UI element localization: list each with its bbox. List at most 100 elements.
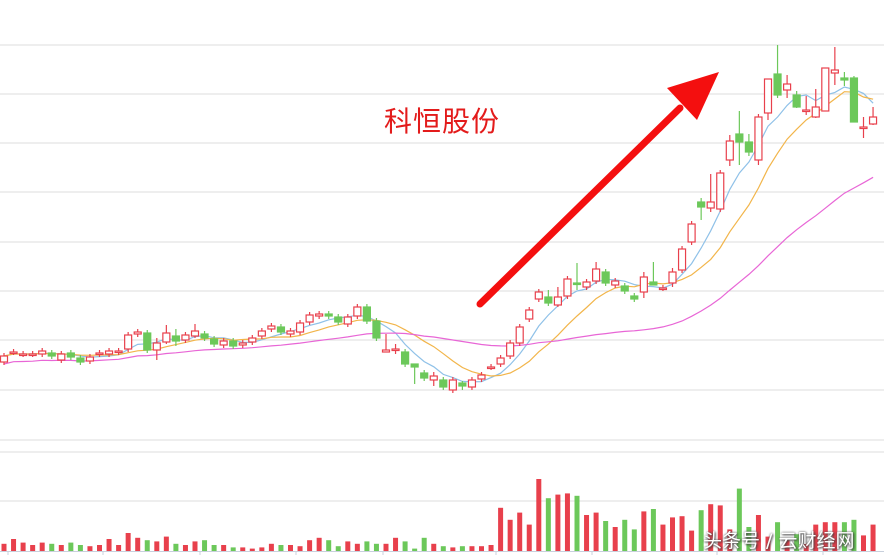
volume-bar	[97, 545, 102, 551]
volume-bar	[163, 536, 169, 551]
candle-down	[66, 352, 75, 358]
candle-down	[744, 141, 754, 153]
candle-up	[716, 172, 725, 210]
candle-up	[563, 278, 572, 297]
volume-bar	[746, 527, 752, 551]
volume-bar	[49, 543, 55, 551]
volume-bar	[612, 527, 618, 551]
candle-down	[210, 338, 219, 345]
candle-up	[763, 78, 773, 114]
candle-up	[219, 340, 228, 346]
volume-bar	[58, 545, 64, 551]
candle-down	[143, 332, 152, 351]
volume-bar	[125, 533, 131, 551]
candle-up	[687, 223, 696, 243]
candle-up	[706, 201, 715, 209]
candle-up	[448, 379, 457, 391]
volume-bar	[545, 498, 551, 551]
volume-bar	[393, 537, 399, 551]
volume-bar	[39, 542, 45, 551]
candle-up	[38, 350, 47, 355]
candle-up	[811, 106, 820, 118]
candle-up	[124, 334, 133, 350]
candle-down	[458, 382, 467, 387]
candle-down	[544, 296, 553, 304]
candle-up	[668, 271, 677, 284]
candle-up	[181, 334, 190, 341]
candle-up	[267, 325, 276, 330]
volume-bar	[736, 488, 742, 551]
candle-up	[353, 306, 362, 317]
candle-up	[611, 280, 620, 286]
volume-bar	[870, 524, 876, 551]
candle-up	[295, 322, 305, 333]
volume-bar	[11, 539, 17, 551]
candle-up	[429, 375, 438, 381]
volume-bar	[326, 540, 332, 551]
volume-bar	[689, 530, 695, 551]
candle-up	[9, 351, 18, 355]
volume-bar	[297, 546, 303, 551]
candle-down	[697, 201, 706, 208]
volume-bar	[116, 545, 122, 551]
volume-bar	[335, 546, 341, 551]
volume-bar	[784, 540, 790, 551]
trend-arrow-shaft	[476, 104, 684, 308]
volume-bar	[421, 537, 427, 551]
candle-up	[486, 366, 496, 370]
volume-bar	[249, 548, 255, 551]
volume-bar	[794, 534, 800, 551]
volume-bar	[574, 495, 580, 551]
candle-down	[401, 351, 410, 365]
chart-title: 科恒股份	[384, 105, 501, 138]
candle-up	[391, 348, 400, 352]
volume-bar	[154, 541, 160, 551]
volume-bar	[459, 546, 465, 551]
volume-bar	[259, 547, 265, 551]
volume-bar	[182, 545, 188, 551]
candle-up	[343, 316, 352, 325]
candle-down	[601, 271, 610, 284]
volume-bar	[660, 524, 666, 551]
volume-bar	[240, 547, 246, 551]
trend-arrow-head	[667, 72, 719, 120]
volume-bar	[679, 516, 685, 551]
candle-up	[248, 337, 257, 343]
candle-down	[362, 306, 371, 322]
candle-down	[276, 326, 286, 333]
volume-bar	[488, 545, 494, 551]
volume-bar	[354, 543, 360, 551]
candle-up	[506, 342, 515, 357]
volume-bar	[841, 522, 847, 551]
candle-up	[95, 352, 104, 356]
volume-bar	[440, 546, 446, 551]
volume-bar	[30, 545, 36, 551]
candle-down	[840, 77, 849, 81]
candle-down	[572, 282, 582, 286]
candle-up	[152, 342, 161, 351]
volume-bar	[402, 541, 408, 551]
volume-bar	[641, 511, 647, 551]
candle-down	[410, 363, 419, 368]
candle-up	[525, 309, 534, 320]
volume-bar	[603, 521, 609, 551]
volume-bar	[593, 512, 599, 551]
volume-bar	[106, 539, 112, 551]
candle-down	[849, 77, 859, 123]
candle-up	[582, 281, 591, 288]
candle-up	[754, 116, 763, 161]
candle-down	[171, 335, 180, 342]
volume-bar	[68, 542, 74, 551]
candle-down	[630, 295, 639, 300]
candle-up	[381, 349, 391, 353]
candle-up	[57, 353, 66, 361]
volume-bar	[717, 505, 723, 551]
volume-bar	[765, 536, 771, 551]
volume-bar	[507, 519, 513, 551]
volume-bar	[727, 529, 733, 551]
candle-down	[773, 73, 782, 96]
candle-down	[76, 357, 85, 363]
candle-up	[859, 126, 868, 130]
